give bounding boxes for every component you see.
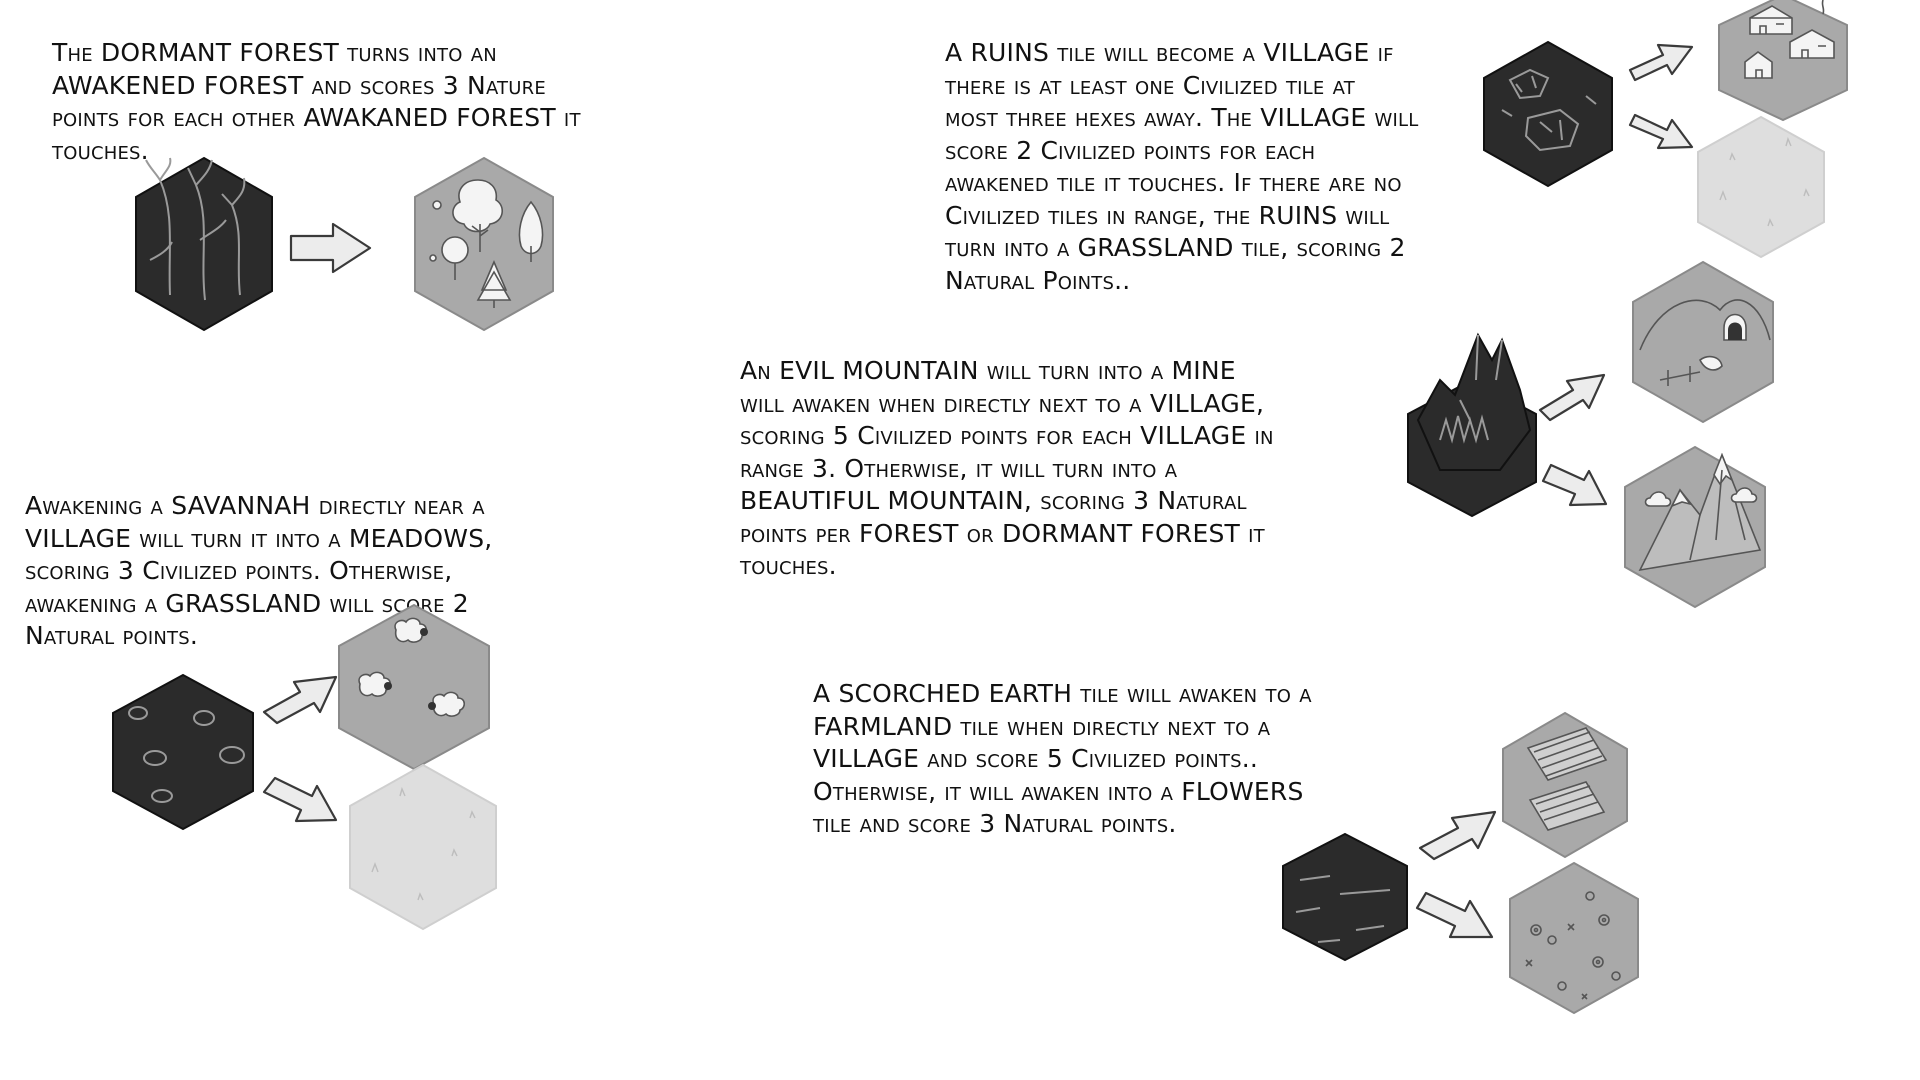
rule-line: scoring 5 Civilized points for each VILL… — [740, 421, 1274, 450]
village-tile-icon — [1718, 0, 1848, 122]
rule-line: An EVIL MOUNTAIN will turn into a MINE — [740, 356, 1236, 385]
rule-line: Civilized tiles in range, the RUINS will — [945, 200, 1390, 230]
mine-tile-icon — [1632, 260, 1774, 424]
rule-line: A RUINS tile will become a VILLAGE if — [945, 38, 1394, 67]
evil-mountain-tile-icon — [1407, 332, 1537, 518]
rule-line: awakening a GRASSLAND will score 2 — [25, 588, 469, 618]
rule-line: VILLAGE and score 5 Civilized points.. — [813, 744, 1259, 773]
rule-line: score 2 Civilized points for each — [945, 135, 1316, 165]
snowy-mountain-tile-icon — [1624, 445, 1766, 609]
arrow-icon — [1628, 113, 1694, 150]
rule-line: awakened tile it touches. If there are n… — [945, 168, 1402, 197]
dead-trees-tile-icon — [135, 156, 273, 332]
rule-line: Awakening a SAVANNAH directly near a — [25, 491, 485, 520]
scorched-earth-tile-icon — [1282, 832, 1408, 962]
arrow-icon — [1415, 891, 1494, 939]
farmland-tile-icon — [1502, 711, 1628, 859]
rule-line: touches. — [740, 551, 837, 580]
ruins-tile-icon — [1483, 40, 1613, 188]
grassland-tile-icon — [349, 763, 497, 931]
rule-line: most three hexes away. The VILLAGE will — [945, 103, 1419, 132]
savannah-tile-icon — [112, 673, 254, 831]
flowers-tile-icon — [1509, 861, 1639, 1015]
rule-line: AWAKENED FOREST and scores 3 Nature — [52, 70, 546, 100]
arrow-icon — [262, 776, 338, 823]
rule-line: touches. — [52, 135, 149, 165]
rule-line: turn into a GRASSLAND tile, scoring 2 — [945, 233, 1406, 262]
rule-line: there is at least one Civilized tile at — [945, 70, 1355, 100]
arrow-icon — [1538, 373, 1606, 422]
rule-line: points for each other AWAKANED FOREST it — [52, 103, 581, 132]
arrow-icon — [289, 222, 372, 274]
rule-ruins-text: A RUINS tile will become a VILLAGE if th… — [945, 37, 1419, 297]
rule-line: A SCORCHED EARTH tile will awaken to a — [813, 679, 1312, 708]
arrow-icon — [262, 675, 338, 725]
grassland-tile-icon — [1697, 115, 1825, 259]
rule-line: The DORMANT FOREST turns into an — [52, 38, 497, 67]
rule-line: BEAUTIFUL MOUNTAIN, scoring 3 Natural — [740, 486, 1247, 515]
rule-forest-text: The DORMANT FOREST turns into an AWAKENE… — [52, 37, 581, 167]
rule-line: Otherwise, it will awaken into a FLOWERS — [813, 776, 1304, 806]
rule-line: points per FOREST or DORMANT FOREST it — [740, 518, 1265, 548]
rule-line: VILLAGE will turn it into a MEADOWS, — [25, 523, 493, 553]
rule-line: range 3. Otherwise, it will turn into a — [740, 453, 1178, 483]
rule-line: Natural points. — [25, 621, 199, 650]
rule-line: scoring 3 Civilized points. Otherwise, — [25, 556, 453, 585]
rule-line: will awaken when directly next to a VILL… — [740, 388, 1265, 418]
rule-mountain-text: An EVIL MOUNTAIN will turn into a MINE w… — [740, 355, 1274, 583]
sheep-meadow-tile-icon — [338, 603, 490, 771]
rule-savannah-text: Awakening a SAVANNAH directly near a VIL… — [25, 490, 492, 653]
rule-line: FARMLAND tile when directly next to a — [813, 711, 1271, 741]
arrow-icon — [1628, 43, 1694, 82]
rule-line: Natural Points.. — [945, 265, 1131, 295]
trees-tile-icon — [414, 156, 554, 332]
arrow-icon — [1418, 810, 1497, 861]
rule-line: tile and score 3 Natural points. — [813, 809, 1177, 838]
rule-scorched-text: A SCORCHED EARTH tile will awaken to a F… — [813, 678, 1312, 841]
arrow-icon — [1541, 463, 1608, 507]
